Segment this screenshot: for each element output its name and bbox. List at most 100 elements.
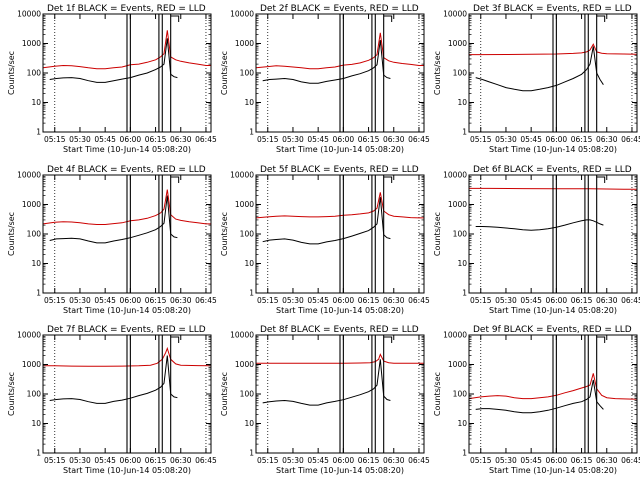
series-line-events [475,46,604,92]
x-tick-label: 05:30 [495,296,517,305]
series-line-events [475,219,604,231]
x-tick-label: 06:00 [333,135,355,144]
x-tick-label: 05:15 [257,135,279,144]
x-tick-label: 05:45 [307,135,329,144]
x-tick-label: 05:45 [307,456,329,465]
chart-title: Det 5f BLACK = Events, RED = LLD [260,165,419,175]
x-tick-label: 06:45 [408,456,430,465]
chart-title: Det 9f BLACK = Events, RED = LLD [473,325,632,335]
x-tick-label: 06:30 [596,296,618,305]
series-line-lld [255,192,424,219]
y-tick-label: 1 [462,449,467,458]
x-tick-label: 06:45 [195,296,217,305]
flag-marker [383,176,393,183]
flag-marker [383,336,393,343]
x-axis-label: Start Time (10-Jun-14 05:08:20) [489,145,617,154]
y-tick-label: 100 [240,230,255,239]
y-tick-label: 1000 [448,39,467,48]
x-tick-label: 05:15 [470,296,492,305]
x-tick-label: 05:30 [282,135,304,144]
x-axis-label: Start Time (10-Jun-14 05:08:20) [276,306,404,315]
series-line-events [49,355,178,404]
x-tick-label: 05:45 [94,135,116,144]
y-tick-label: 1000 [22,39,41,48]
x-tick-label: 06:45 [408,296,430,305]
y-tick-label: 10 [31,259,41,268]
y-tick-label: 1 [249,289,254,298]
x-tick-label: 05:30 [69,456,91,465]
x-tick-label: 06:15 [145,135,167,144]
y-axis-label: Counts/sec [433,372,442,416]
x-tick-label: 06:00 [120,456,142,465]
y-tick-label: 10 [457,98,467,107]
y-tick-label: 10000 [17,171,41,180]
series-line-events [475,379,604,414]
x-tick-label: 05:30 [495,135,517,144]
x-tick-label: 06:00 [546,456,568,465]
flag-marker [596,176,606,183]
y-tick-label: 1000 [22,360,41,369]
x-tick-label: 06:45 [195,456,217,465]
chart-title: Det 4f BLACK = Events, RED = LLD [47,165,206,175]
series-line-events [262,196,391,245]
y-axis-label: Counts/sec [7,51,16,95]
x-tick-label: 06:00 [546,296,568,305]
x-tick-label: 06:15 [145,456,167,465]
y-tick-label: 10000 [443,10,467,19]
y-axis-label: Counts/sec [220,212,229,256]
x-tick-label: 05:15 [257,456,279,465]
series-line-events [49,195,178,244]
series-line-lld [469,43,638,56]
flag-marker [170,176,180,183]
y-tick-label: 1 [249,449,254,458]
y-tick-label: 1 [462,289,467,298]
flag-marker [383,15,393,22]
x-tick-label: 06:15 [571,135,593,144]
x-axis-label: Start Time (10-Jun-14 05:08:20) [63,466,191,475]
chart-panel: Det 5f BLACK = Events, RED = LLD 1 10 100 10… [220,165,430,315]
x-tick-label: 06:30 [383,135,405,144]
x-tick-label: 06:15 [571,456,593,465]
series-line-events [262,40,391,84]
y-tick-label: 1 [36,128,41,137]
x-tick-label: 06:15 [358,456,380,465]
y-axis-label: Counts/sec [7,372,16,416]
x-tick-label: 06:30 [170,456,192,465]
series-line-lld [42,30,211,70]
x-tick-label: 06:15 [145,296,167,305]
x-tick-label: 05:45 [307,296,329,305]
y-tick-label: 100 [240,69,255,78]
chart-panel: Det 6f BLACK = Events, RED = LLD 1 10 100 10… [433,165,640,315]
y-tick-label: 1000 [22,200,41,209]
y-tick-label: 10000 [17,331,41,340]
flag-marker [596,15,606,22]
series-line-lld [43,346,212,367]
y-tick-label: 10 [31,98,41,107]
x-tick-label: 06:45 [621,135,640,144]
y-tick-label: 100 [27,390,42,399]
chart-panel: Det 1f BLACK = Events, RED = LLD 1 10 100 10… [7,4,217,154]
x-tick-label: 05:30 [69,296,91,305]
x-tick-label: 06:00 [120,135,142,144]
x-tick-label: 06:30 [383,456,405,465]
x-tick-label: 06:15 [358,135,380,144]
x-tick-label: 05:45 [520,135,542,144]
x-tick-label: 06:30 [596,135,618,144]
series-line-events [49,38,178,83]
y-tick-label: 1 [36,289,41,298]
y-tick-label: 1 [462,128,467,137]
x-tick-label: 06:00 [546,135,568,144]
x-tick-label: 06:00 [333,296,355,305]
y-tick-label: 100 [453,230,468,239]
x-tick-label: 06:45 [621,456,640,465]
y-tick-label: 100 [27,69,42,78]
series-line-lld [256,353,424,364]
x-tick-label: 05:15 [257,296,279,305]
x-tick-label: 06:30 [170,296,192,305]
y-tick-label: 1000 [235,39,254,48]
series-line-events [262,359,391,406]
series-line-lld [468,373,637,400]
x-tick-label: 05:15 [470,135,492,144]
y-tick-label: 10000 [443,171,467,180]
y-tick-label: 100 [453,390,468,399]
